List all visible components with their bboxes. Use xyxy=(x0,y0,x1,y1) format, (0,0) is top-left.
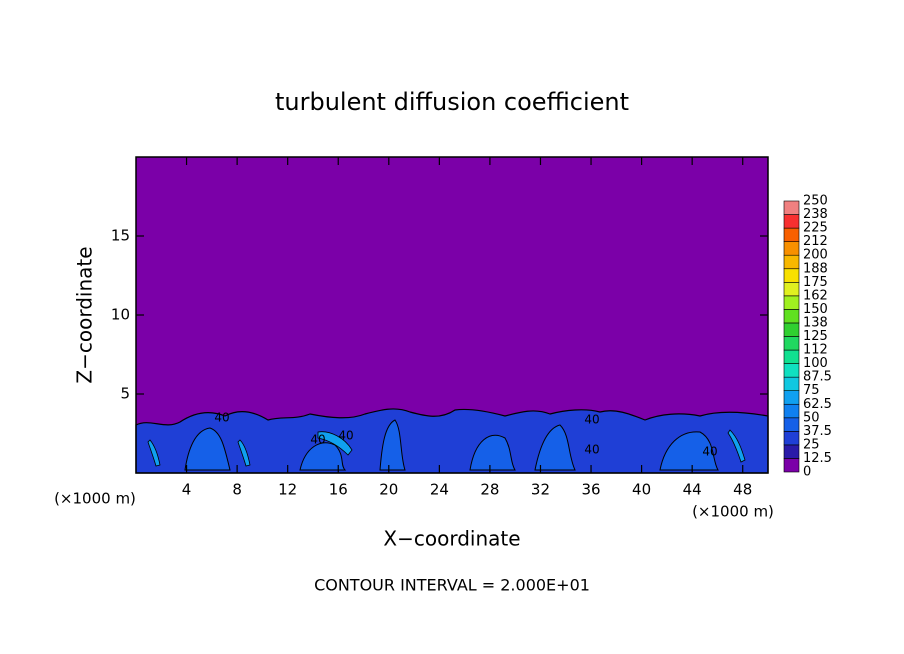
footer: CONTOUR INTERVAL = 2.000E+01 xyxy=(314,576,590,595)
colorbar-label: 162 xyxy=(803,288,828,303)
colorbar-swatch xyxy=(783,390,800,405)
contour-label: 40 xyxy=(214,411,229,425)
colorbar-label: 50 xyxy=(803,410,820,425)
colorbar-swatch xyxy=(783,281,800,297)
field-blob xyxy=(147,429,746,467)
colorbar-swatch xyxy=(783,200,800,215)
y-tick-label: 5 xyxy=(120,385,130,403)
colorbar-label: 150 xyxy=(803,302,828,317)
colorbar-swatch xyxy=(783,309,800,324)
colorbar-swatch xyxy=(783,268,800,283)
x-tick-label: 12 xyxy=(278,481,297,499)
colorbar-label: 0 xyxy=(803,465,811,480)
colorbar-swatch xyxy=(783,336,800,351)
colorbar-swatch xyxy=(783,322,800,337)
contour-label: 40 xyxy=(702,445,717,459)
colorbar-swatch xyxy=(783,431,800,446)
x-tick-label: 36 xyxy=(581,481,600,499)
x-axis-label: X−coordinate xyxy=(383,527,520,551)
colorbar-label: 25 xyxy=(803,437,820,452)
x-unit: (×1000 m) xyxy=(54,490,136,508)
colorbar-label: 225 xyxy=(803,221,828,236)
x-tick-label: 48 xyxy=(733,481,752,499)
colorbar-label: 75 xyxy=(803,383,820,398)
colorbar-label: 200 xyxy=(803,248,828,263)
colorbar-swatch xyxy=(783,241,800,256)
turbulence-field xyxy=(135,408,769,474)
colorbar-swatch xyxy=(783,458,800,473)
colorbar-label: 87.5 xyxy=(803,370,832,385)
x-tick-label: 16 xyxy=(329,481,348,499)
x-tick-label: 4 xyxy=(182,481,192,499)
colorbar-swatch xyxy=(783,214,800,229)
colorbar-swatch xyxy=(783,376,800,391)
x-tick-label: 24 xyxy=(430,481,449,499)
colorbar-swatch xyxy=(783,403,800,419)
colorbar-label: 62.5 xyxy=(803,397,832,412)
colorbar-swatch xyxy=(783,444,800,459)
chart-title: turbulent diffusion coefficient xyxy=(275,88,629,116)
x-tick-label: 28 xyxy=(480,481,499,499)
contour-label: 40 xyxy=(310,433,325,447)
colorbar-label: 238 xyxy=(803,207,828,222)
x-tick-label: 40 xyxy=(632,481,651,499)
colorbar-label: 188 xyxy=(803,261,828,276)
x-unit: (×1000 m) xyxy=(692,503,774,521)
colorbar-swatch xyxy=(783,254,800,270)
contour-label: 40 xyxy=(338,429,353,443)
colorbar-swatch xyxy=(783,295,800,310)
x-tick-label: 20 xyxy=(379,481,398,499)
colorbar-label: 175 xyxy=(803,275,828,290)
colorbar-swatch xyxy=(783,227,800,242)
colorbar-swatch xyxy=(783,363,800,378)
x-tick-label: 32 xyxy=(531,481,550,499)
colorbar-label: 138 xyxy=(803,315,828,330)
colorbar-label: 125 xyxy=(803,329,828,344)
field-region xyxy=(135,408,769,474)
colorbar-label: 212 xyxy=(803,234,828,249)
colorbar-label: 250 xyxy=(803,194,828,209)
colorbar-label: 37.5 xyxy=(803,424,832,439)
y-axis-label: Z−coordinate xyxy=(73,246,97,383)
x-tick-label: 8 xyxy=(232,481,242,499)
colorbar-label: 112 xyxy=(803,343,828,358)
contour-label: 40 xyxy=(584,443,599,457)
y-tick-label: 10 xyxy=(111,306,130,324)
x-tick-label: 44 xyxy=(683,481,702,499)
colorbar-swatch xyxy=(783,349,800,364)
colorbar-label: 100 xyxy=(803,356,828,371)
y-tick-label: 15 xyxy=(111,227,130,245)
colorbar-label: 12.5 xyxy=(803,451,832,466)
colorbar-swatch xyxy=(783,417,800,432)
contour-label: 40 xyxy=(584,413,599,427)
